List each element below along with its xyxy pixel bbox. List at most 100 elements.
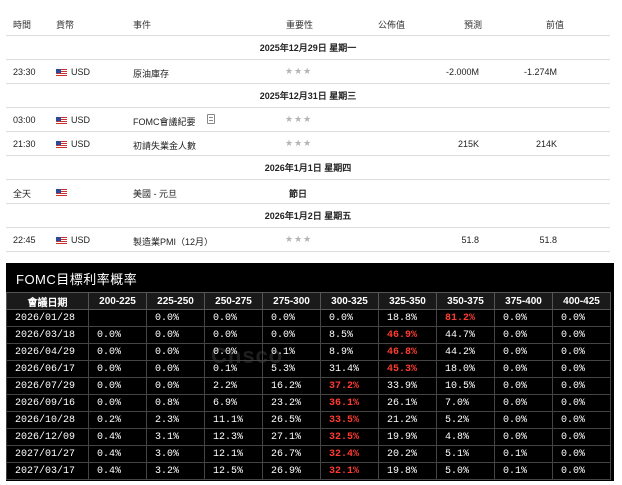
probability-cell: 4.8% [436,428,495,446]
event-name[interactable]: 製造業PMI（12月） [133,237,214,247]
calendar-header: 時間 貨幣 事件 重要性 公佈值 預測 前值 [6,0,610,36]
probability-cell-highest: 46.9% [378,326,437,344]
probability-cell: 0.0% [494,360,553,378]
event-previous: 214K [535,139,557,149]
probability-cell: 0.0% [146,326,205,344]
probability-cell-highest: 33.5% [320,411,379,429]
meeting-date-cell: 2026/07/29 [6,377,89,395]
probability-cell: 0.1% [204,360,263,378]
document-icon[interactable] [207,114,215,124]
event-row[interactable]: 03:00 USD FOMC會議紀要 ★★★ [6,108,610,132]
meeting-date-cell: 2026/12/09 [6,428,89,446]
event-row[interactable]: 23:30 USD 原油庫存 ★★★ -2.000M -1.274M [6,60,610,84]
importance-stars-icon: ★★★ [285,114,313,124]
table-header-row: 會議日期 200-225 225-250 250-275 275-300 300-325 3… [6,292,611,310]
probability-cell: 0.0% [320,309,379,327]
column-header-rate-range: 200-225 [88,292,147,310]
probability-cell: 3.2% [146,462,205,480]
date-header: 2026年1月1日 星期四 [6,156,610,180]
probability-cell: 0.0% [494,428,553,446]
probability-cell: 8.9% [320,343,379,361]
event-time: 22:45 [13,235,36,245]
probability-cell: 0.0% [494,394,553,412]
holiday-label: 節日 [289,189,308,199]
event-name[interactable]: 美國 - 元旦 [133,189,177,199]
probability-cell: 31.4% [320,360,379,378]
probability-cell: 33.9% [378,377,437,395]
probability-cell-highest: 46.8% [378,343,437,361]
meeting-date-cell: 2027/03/17 [6,462,89,480]
probability-cell: 19.9% [378,428,437,446]
meeting-date-cell: 2026/04/29 [6,343,89,361]
probability-cell: 0.0% [262,309,321,327]
event-time: 03:00 [13,115,36,125]
event-forecast: 51.8 [461,235,479,245]
column-header-rate-range: 250-275 [204,292,263,310]
probability-cell: 0.4% [88,445,147,463]
probability-cell: 0.0% [146,360,205,378]
probability-cell-highest: 32.4% [320,445,379,463]
event-previous: -1.274M [523,67,557,77]
table-row: 2026/10/28 0.2% 2.3% 11.1% 26.5% 33.5% 21.2% 5.… [6,411,611,429]
probability-cell: 0.0% [88,343,147,361]
event-name[interactable]: 原油庫存 [133,69,170,79]
probability-cell: 18.8% [378,309,437,327]
event-row[interactable]: 22:45 USD 製造業PMI（12月） ★★★ 51.8 51.8 [6,228,610,252]
probability-cell: 0.0% [204,343,263,361]
probability-cell: 7.0% [436,394,495,412]
probability-cell: 19.8% [378,462,437,480]
probability-cell: 0.0% [494,309,553,327]
probability-cell: 5.3% [262,360,321,378]
header-actual: 公佈值 [378,20,406,30]
probability-cell: 0.4% [88,462,147,480]
meeting-date-cell: 2026/06/17 [6,360,89,378]
probability-cell: 0.0% [88,326,147,344]
table-row: 2026/01/28 0.0% 0.0% 0.0% 0.0% 18.8% 81.2% 0.0%… [6,309,611,327]
event-name[interactable]: 初請失業金人數 [133,141,197,151]
probability-cell: 0.4% [88,428,147,446]
event-row[interactable]: 21:30 USD 初請失業金人數 ★★★ 215K 214K [6,132,610,156]
meeting-date-cell: 2026/10/28 [6,411,89,429]
event-row[interactable]: 全天 美國 - 元旦 節日 [6,180,610,204]
probability-cell: 0.0% [204,309,263,327]
date-header: 2026年1月2日 星期五 [6,204,610,228]
event-previous: 51.8 [539,235,557,245]
probability-cell: 11.1% [204,411,263,429]
column-header-rate-range: 350-375 [436,292,495,310]
meeting-date-cell: 2026/01/28 [6,309,89,327]
probability-cell: 0.0% [552,360,611,378]
probability-cell: 0.0% [552,394,611,412]
column-header-rate-range: 325-350 [378,292,437,310]
probability-cell: 0.1% [262,343,321,361]
probability-cell: 26.5% [262,411,321,429]
probability-cell: 8.5% [320,326,379,344]
probability-cell: 26.7% [262,445,321,463]
table-row: 2027/03/17 0.4% 3.2% 12.5% 26.9% 32.1% 19.8% 5.… [6,462,611,480]
probability-cell: 16.2% [262,377,321,395]
probability-cell: 21.2% [378,411,437,429]
probability-cell-highest: 36.1% [320,394,379,412]
event-name[interactable]: FOMC會議紀要 [133,117,196,127]
probability-cell: 27.1% [262,428,321,446]
importance-stars-icon: ★★★ [285,66,313,76]
date-header: 2025年12月31日 星期三 [6,84,610,108]
probability-cell: 0.8% [146,394,205,412]
meeting-date-cell: 2026/09/16 [6,394,89,412]
probability-cell: 0.0% [552,309,611,327]
probability-cell-highest: 37.2% [320,377,379,395]
table-row: 2026/09/16 0.0% 0.8% 6.9% 23.2% 36.1% 26.1% 7.0… [6,394,611,412]
probability-cell: 0.0% [552,377,611,395]
header-previous: 前值 [546,20,565,30]
probability-cell: 0.0% [146,377,205,395]
date-header: 2025年12月29日 星期一 [6,36,610,60]
event-time: 全天 [13,189,32,199]
probability-cell: 0.2% [88,411,147,429]
header-importance: 重要性 [286,20,314,30]
probability-cell: 26.1% [378,394,437,412]
probability-cell: 0.1% [494,445,553,463]
probability-cell [88,309,147,327]
column-header-rate-range: 225-250 [146,292,205,310]
probability-cell: 12.5% [204,462,263,480]
column-header-rate-range: 375-400 [494,292,553,310]
meeting-date-cell: 2026/03/18 [6,326,89,344]
